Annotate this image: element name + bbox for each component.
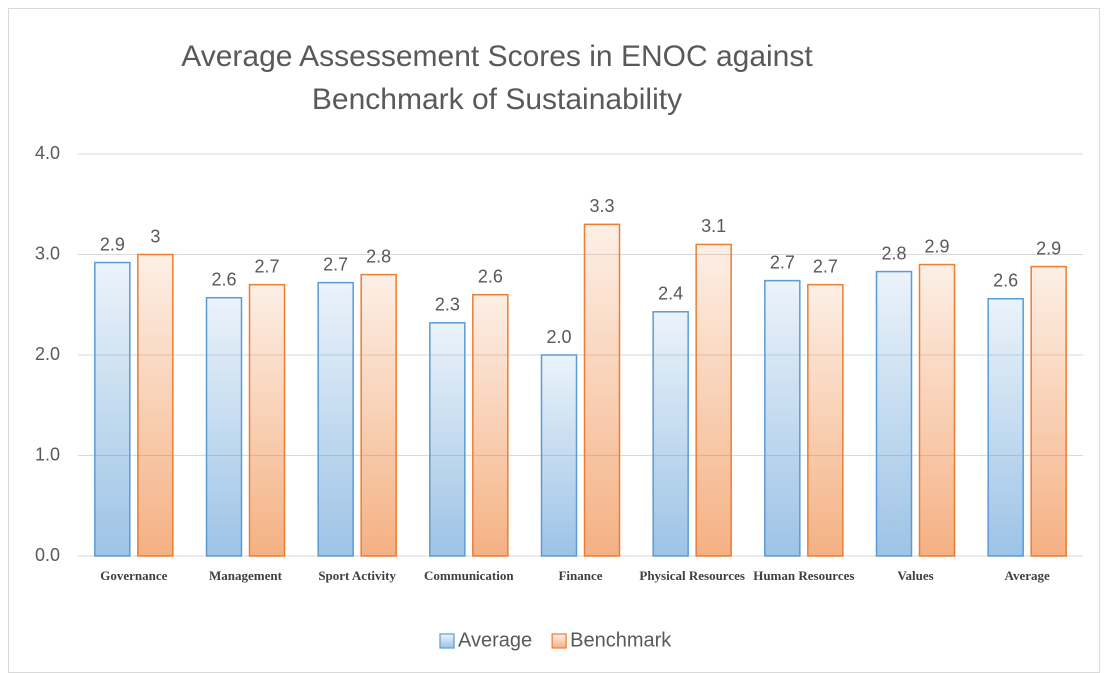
legend-swatch	[551, 633, 567, 649]
bar	[429, 322, 466, 557]
bar	[695, 243, 732, 557]
x-tick-label: Physical Resources	[639, 568, 745, 583]
legend-swatch	[439, 633, 455, 649]
y-tick-label: 1.0	[35, 444, 60, 464]
data-label: 2.8	[881, 243, 906, 263]
data-label: 2.8	[366, 246, 391, 266]
data-label: 2.7	[254, 256, 279, 276]
data-label: 2.7	[323, 254, 348, 274]
bar	[360, 273, 397, 557]
bar	[583, 223, 621, 557]
x-tick-label: Communication	[424, 568, 514, 583]
x-tick-label: Values	[897, 568, 934, 583]
data-label: 3.1	[701, 216, 726, 236]
data-label: 3	[150, 226, 160, 246]
x-tick-label: Average	[1004, 568, 1050, 583]
chart-title: Average Assessement Scores in ENOC again…	[181, 40, 813, 116]
y-tick-label: 4.0	[35, 143, 60, 163]
data-label: 2.9	[1036, 238, 1061, 258]
bar	[918, 263, 956, 557]
data-label: 3.3	[589, 196, 614, 216]
bar	[540, 354, 578, 557]
bar	[987, 297, 1024, 557]
data-label: 2.9	[100, 234, 125, 254]
y-tick-label: 3.0	[35, 243, 60, 263]
data-label: 2.4	[658, 284, 683, 304]
data-label: 2.0	[546, 327, 571, 347]
data-label: 2.9	[924, 236, 949, 256]
bar	[652, 311, 689, 557]
x-tick-label: Governance	[100, 568, 168, 583]
bar	[764, 279, 801, 557]
x-tick-label: Management	[209, 568, 282, 583]
y-tick-label: 0.0	[35, 545, 60, 565]
data-label: 2.7	[813, 256, 838, 276]
data-label: 2.6	[993, 270, 1018, 290]
bar	[94, 261, 131, 557]
bar	[1030, 265, 1067, 557]
x-tick-label: Human Resources	[753, 568, 855, 583]
legend-label: Benchmark	[570, 629, 672, 651]
data-label: 2.7	[770, 252, 795, 272]
bar	[317, 281, 354, 557]
legend-label: Average	[458, 629, 532, 651]
bar	[137, 253, 174, 557]
x-tick-label: Finance	[558, 568, 603, 583]
bar	[205, 296, 243, 557]
bar	[807, 283, 844, 557]
y-tick-label: 2.0	[35, 344, 60, 364]
data-label: 2.6	[211, 269, 236, 289]
x-tick-label: Sport Activity	[318, 568, 396, 583]
bar	[248, 283, 286, 557]
data-label: 2.6	[478, 266, 503, 286]
bar	[875, 270, 913, 557]
data-label: 2.3	[435, 295, 460, 315]
bar	[472, 293, 509, 557]
